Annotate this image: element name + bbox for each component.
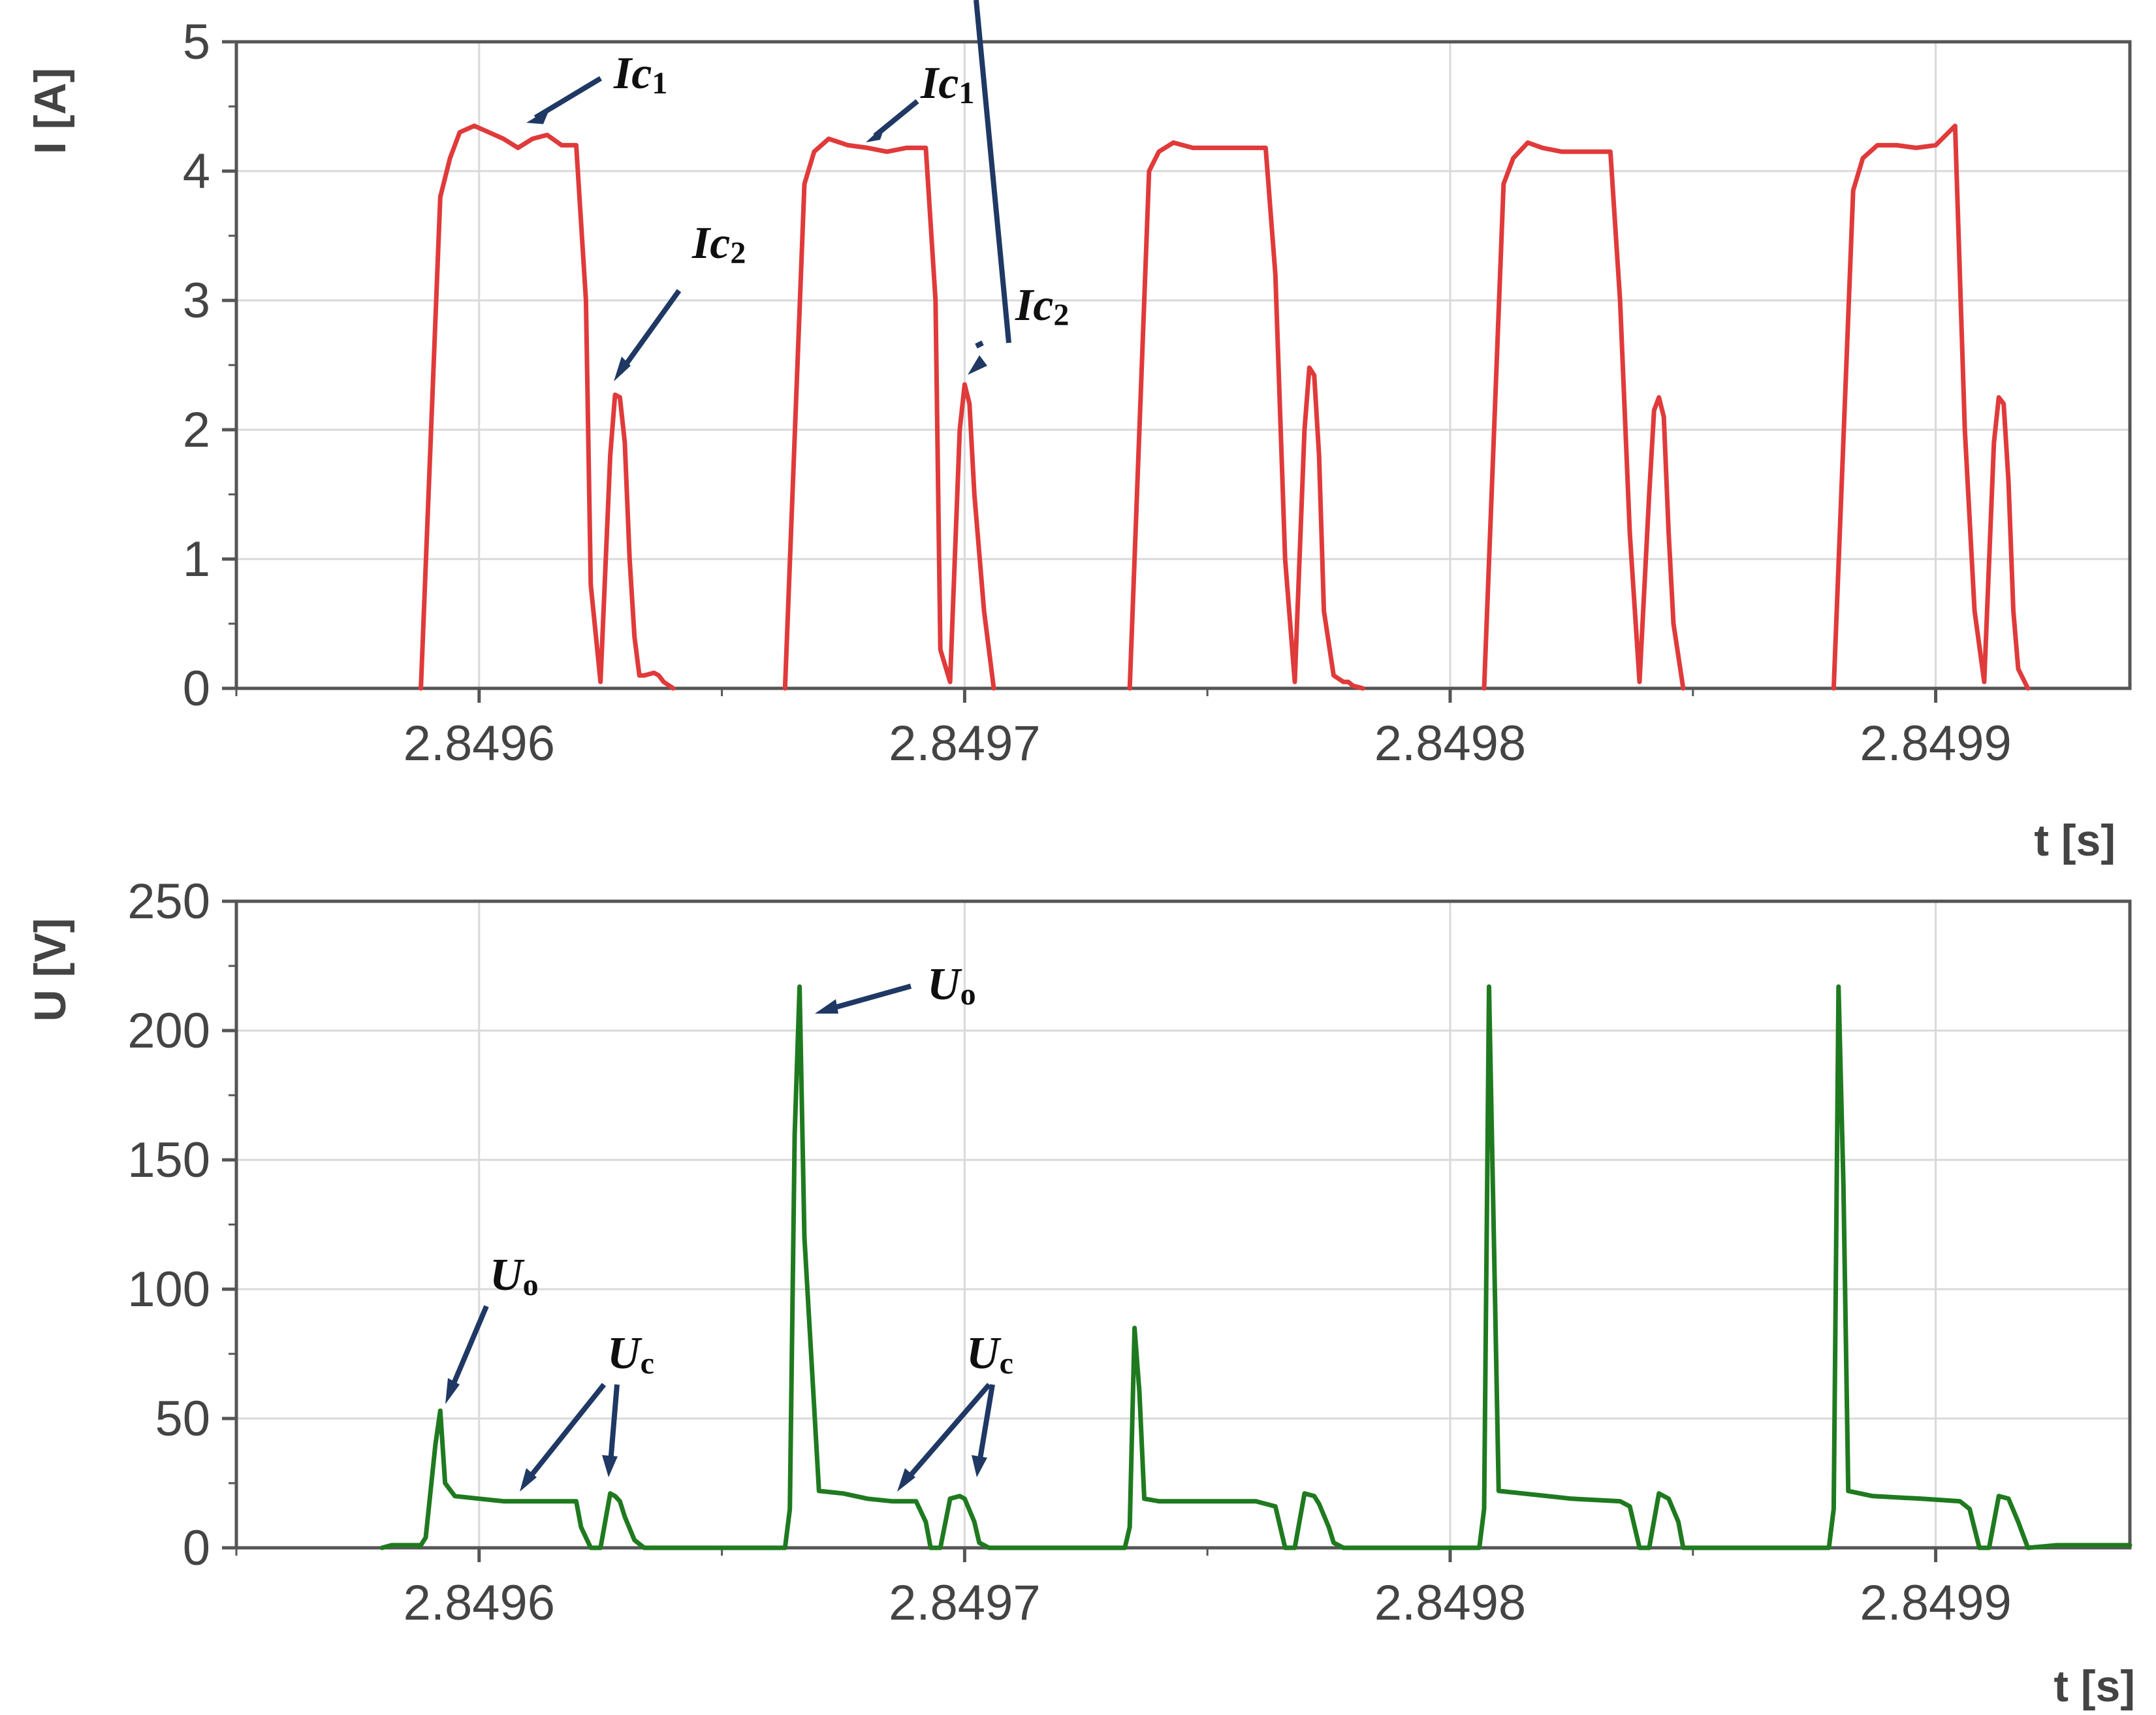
annotation-ic1-first: Ic1	[526, 48, 667, 124]
svg-text:Uc: Uc	[966, 1328, 1013, 1381]
x-tick-label: 2.8499	[1860, 1575, 2011, 1631]
y-tick-label: 3	[183, 273, 210, 329]
svg-text:Ic1: Ic1	[613, 48, 667, 101]
svg-text:Uo: Uo	[927, 959, 976, 1012]
y-axis-label-bottom: U [V]	[25, 918, 75, 1022]
y-tick-label: 150	[127, 1132, 210, 1188]
svg-text:Ic1: Ic1	[920, 58, 974, 110]
annotation-uo-second: Uo	[815, 959, 976, 1014]
x-ticks-bottom: 2.8496 2.8497 2.8498 2.8499	[235, 1548, 2012, 1631]
y-tick-label: 1	[183, 532, 210, 587]
x-tick-label: 2.8498	[1374, 1575, 1526, 1631]
svg-text:Ic2: Ic2	[691, 218, 746, 270]
x-axis-label-top: t [s]	[2034, 816, 2116, 865]
x-tick-label: 2.8497	[889, 716, 1040, 771]
svg-text:Uc: Uc	[607, 1328, 654, 1381]
current-series-line	[419, 123, 2031, 691]
voltage-series-line	[379, 984, 2132, 1550]
annotation-uc-second: Uc	[897, 1328, 1013, 1492]
annotation-uo-first: Uo	[445, 1250, 539, 1404]
y-tick-label: 2	[183, 402, 210, 458]
x-tick-label: 2.8496	[404, 716, 555, 771]
y-ticks-top: 0 1 2 3 4 5	[183, 14, 236, 716]
y-tick-label: 200	[127, 1003, 210, 1059]
annotation-ic1-second: Ic1	[866, 58, 974, 142]
annotation-uc-first: Uc	[520, 1328, 654, 1492]
x-tick-label: 2.8496	[404, 1575, 555, 1631]
y-tick-label: 250	[127, 874, 210, 929]
voltage-chart: 0 50 100 150 200 250 2.8496 2.8497 2.8498 2.8499…	[25, 874, 2135, 1711]
annotation-ic2-second: Ic2	[968, 0, 1069, 375]
current-chart: 0 1 2 3 4 5 2.8496 2.8497 2.8498 2.8499 I [A] t …	[25, 0, 2132, 865]
x-tick-label: 2.8497	[889, 1575, 1040, 1631]
y-tick-label: 0	[183, 1520, 210, 1576]
x-axis-label-bottom: t [s]	[2053, 1661, 2135, 1711]
y-tick-label: 100	[127, 1262, 210, 1317]
y-tick-label: 5	[183, 14, 210, 70]
x-ticks-top: 2.8496 2.8497 2.8498 2.8499	[235, 688, 2012, 771]
svg-text:Uo: Uo	[490, 1250, 539, 1302]
y-axis-label-top: I [A]	[25, 68, 75, 154]
annotation-ic2-first: Ic2	[614, 218, 746, 381]
x-tick-label: 2.8498	[1374, 716, 1526, 771]
svg-text:Ic2: Ic2	[1015, 280, 1069, 332]
y-ticks-bottom: 0 50 100 150 200 250	[127, 874, 236, 1576]
y-tick-label: 4	[183, 144, 210, 199]
y-tick-label: 50	[155, 1391, 210, 1447]
y-tick-label: 0	[183, 661, 210, 716]
x-tick-label: 2.8499	[1860, 716, 2011, 771]
